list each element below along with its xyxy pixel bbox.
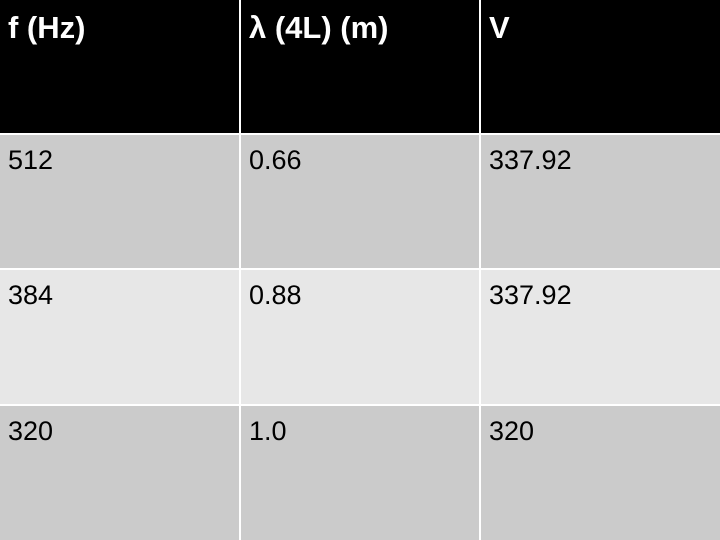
cell-wavelength: 0.66 (240, 134, 481, 271)
header-row: f (Hz) λ (4L) (m) V (0, 0, 720, 135)
header-velocity: V (480, 0, 720, 135)
cell-frequency: 512 (0, 134, 241, 271)
cell-frequency: 384 (0, 269, 241, 406)
cell-wavelength: 0.88 (240, 269, 481, 406)
cell-velocity: 337.92 (480, 269, 720, 406)
table-row: 512 0.66 337.92 (0, 134, 720, 271)
cell-frequency: 320 (0, 404, 241, 540)
header-frequency: f (Hz) (0, 0, 241, 135)
header-wavelength: λ (4L) (m) (240, 0, 481, 135)
table-header: f (Hz) λ (4L) (m) V (0, 0, 720, 135)
cell-velocity: 320 (480, 404, 720, 540)
cell-wavelength: 1.0 (240, 404, 481, 540)
table-row: 320 1.0 320 (0, 404, 720, 540)
table-body: 512 0.66 337.92 384 0.88 337.92 320 1.0 … (0, 134, 720, 540)
table-row: 384 0.88 337.92 (0, 269, 720, 406)
cell-velocity: 337.92 (480, 134, 720, 271)
